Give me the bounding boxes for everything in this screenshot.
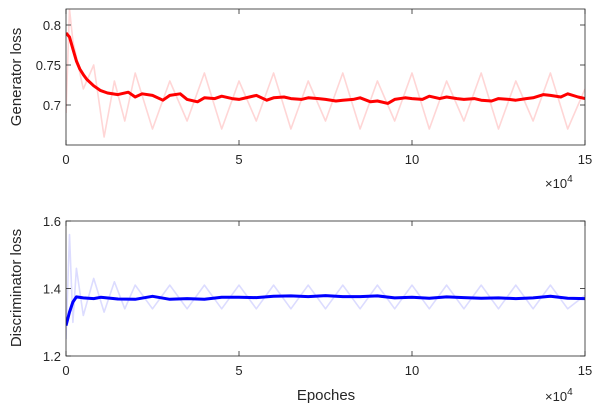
discriminator-loss-axes-frame: [65, 220, 586, 357]
generator-loss-y-tick-label: 0.8: [43, 18, 61, 33]
generator-loss-smoothed-line: [66, 32, 585, 105]
generator-loss-x-tick-label: 5: [235, 152, 242, 167]
discriminator-loss-x-tick-label: 0: [62, 363, 69, 378]
generator-loss-y-tick-label: 0.7: [43, 98, 61, 113]
discriminator-loss-y-label: Discriminator loss: [8, 229, 25, 347]
generator-loss-x-tick-label: 0: [62, 152, 69, 167]
discriminator-loss-raw-line: [66, 233, 585, 340]
discriminator-loss-plot-area: [66, 233, 585, 340]
discriminator-loss-ticks: 0 5 10 15 1.2 1.4 1.6: [43, 214, 592, 378]
generator-loss-y-tick-label: 0.75: [36, 58, 61, 73]
discriminator-loss-y-tick-label: 1.4: [43, 282, 61, 297]
discriminator-loss-smoothed-line: [66, 294, 585, 326]
generator-loss-y-label: Generator loss: [8, 28, 25, 126]
generator-loss-x-multiplier: ×104: [545, 174, 573, 191]
discriminator-loss-y-tick-label: 1.2: [43, 349, 61, 364]
generator-loss-x-tick-label: 15: [578, 152, 592, 167]
discriminator-loss-x-tick-label: 15: [578, 363, 592, 378]
discriminator-loss-panel: 0 5 10 15 1.2 1.4 1.6 Discriminator loss Epoch…: [8, 214, 592, 404]
discriminator-loss-x-label: Epoches: [297, 387, 355, 404]
discriminator-loss-x-tick-label: 10: [405, 363, 419, 378]
discriminator-loss-x-tick-label: 5: [235, 363, 242, 378]
generator-loss-raw-line: [66, 9, 585, 138]
discriminator-loss-y-tick-label: 1.6: [43, 214, 61, 229]
generator-loss-plot-area: [66, 9, 585, 138]
generator-loss-panel: 0 5 10 15 0.7 0.75 0.8 Generator loss ×104: [8, 8, 592, 191]
generator-loss-axes-frame: [65, 8, 586, 146]
discriminator-loss-x-multiplier: ×104: [545, 387, 573, 404]
generator-loss-ticks: 0 5 10 15 0.7 0.75 0.8: [36, 9, 592, 167]
generator-loss-x-tick-label: 10: [405, 152, 419, 167]
